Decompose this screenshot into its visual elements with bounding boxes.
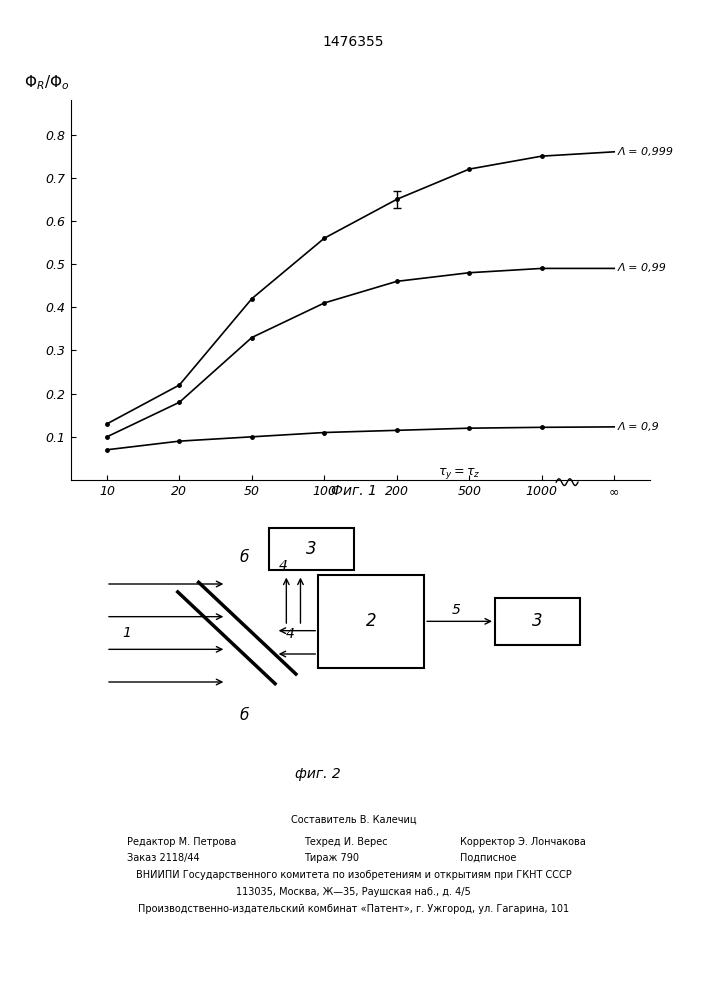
Text: б: б xyxy=(239,550,249,565)
Text: 1: 1 xyxy=(123,626,132,640)
Text: Подписное: Подписное xyxy=(460,853,516,863)
Text: Редактор М. Петрова: Редактор М. Петрова xyxy=(127,837,237,847)
Text: Составитель В. Калечиц: Составитель В. Калечиц xyxy=(291,815,416,825)
Text: 3: 3 xyxy=(532,612,543,630)
Text: 4: 4 xyxy=(279,559,287,573)
Text: 2: 2 xyxy=(366,612,377,630)
Bar xyxy=(269,528,354,570)
Text: Λ = 0,999: Λ = 0,999 xyxy=(618,147,674,157)
Text: Λ = 0,99: Λ = 0,99 xyxy=(618,263,667,273)
Text: 1476355: 1476355 xyxy=(323,35,384,49)
Text: Заказ 2118/44: Заказ 2118/44 xyxy=(127,853,200,863)
Text: $\Phi_R/\Phi_o$: $\Phi_R/\Phi_o$ xyxy=(24,74,70,92)
Text: Λ = 0,9: Λ = 0,9 xyxy=(618,422,660,432)
Text: 113035, Москва, Ж—35, Раушская наб., д. 4/5: 113035, Москва, Ж—35, Раушская наб., д. … xyxy=(236,887,471,897)
Text: Производственно-издательский комбинат «Патент», г. Ужгород, ул. Гагарина, 101: Производственно-издательский комбинат «П… xyxy=(138,904,569,914)
Bar xyxy=(495,598,580,645)
Text: Техред И. Верес: Техред И. Верес xyxy=(304,837,387,847)
Text: фиг. 2: фиг. 2 xyxy=(296,767,341,781)
Text: $\tau_y = \tau_z$: $\tau_y = \tau_z$ xyxy=(438,466,481,481)
Text: 4: 4 xyxy=(286,627,294,641)
Text: Фиг. 1: Фиг. 1 xyxy=(331,484,376,498)
Text: ВНИИПИ Государственного комитета по изобретениям и открытиям при ГКНТ СССР: ВНИИПИ Государственного комитета по изоб… xyxy=(136,870,571,880)
Text: Тираж 790: Тираж 790 xyxy=(304,853,359,863)
Text: Корректор Э. Лончакова: Корректор Э. Лончакова xyxy=(460,837,585,847)
Bar xyxy=(318,575,424,668)
Text: б: б xyxy=(239,708,249,723)
Text: 3: 3 xyxy=(305,540,317,558)
Text: 5: 5 xyxy=(452,603,460,617)
